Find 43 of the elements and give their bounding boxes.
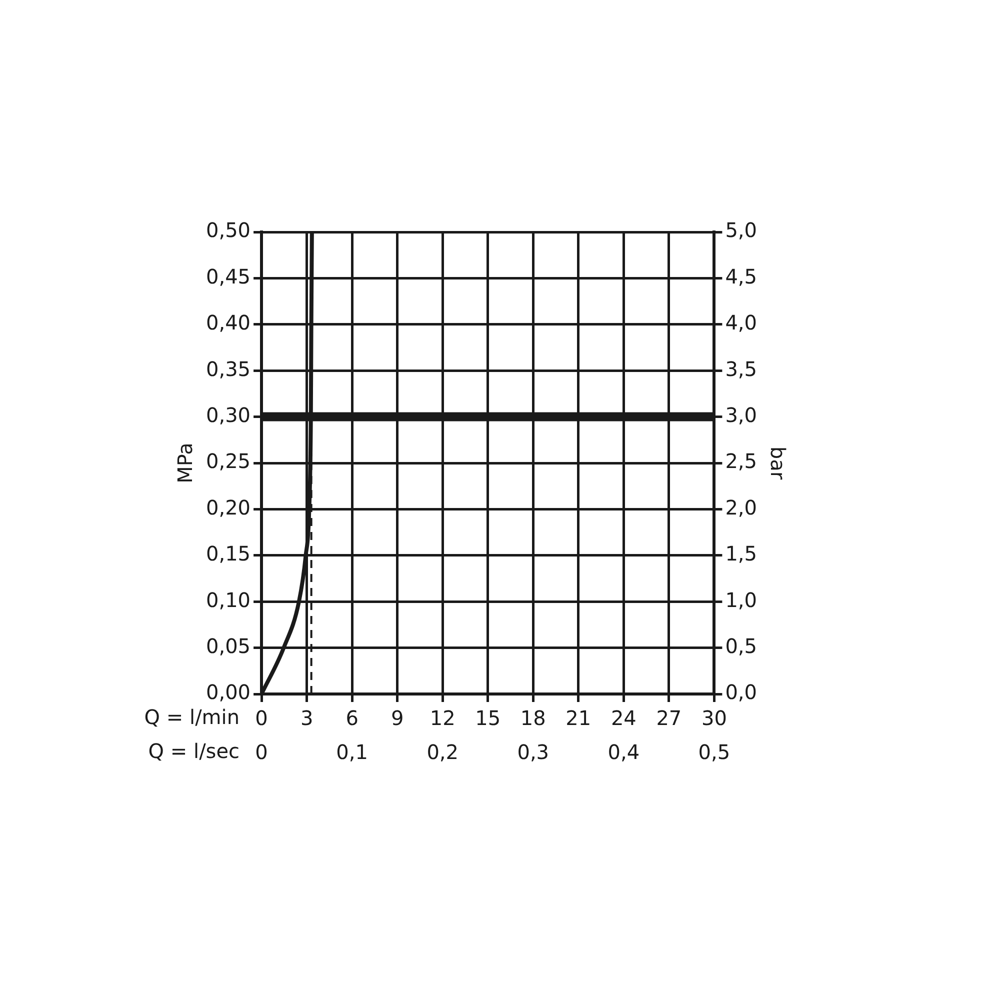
- x-tick-label: 27: [656, 706, 682, 730]
- y-tick-label: 0,10: [206, 588, 251, 612]
- y-tick-label: 0,45: [206, 264, 251, 288]
- y2-tick-label: 4,5: [725, 264, 758, 288]
- x-tick-label: 6: [346, 706, 358, 730]
- x2-axis-title: Q = l/sec: [148, 739, 240, 764]
- y2-tick-label: 0,0: [725, 680, 758, 704]
- x-tick-label: 12: [430, 706, 456, 730]
- y-tick-label: 0,05: [206, 634, 251, 658]
- y2-tick-label: 3,5: [725, 356, 758, 381]
- x2-tick-label: 0,4: [608, 740, 640, 764]
- x-tick-label: 21: [566, 706, 592, 730]
- y2-tick-label: 2,5: [725, 449, 758, 474]
- y-axis-title: MPa: [173, 442, 198, 484]
- x-axis-title: Q = l/min: [144, 705, 240, 730]
- y-tick-label: 0,20: [206, 495, 251, 520]
- x-tick-label: 15: [475, 706, 501, 730]
- y2-axis-title: bar: [766, 446, 790, 480]
- y2-tick-label: 5,0: [725, 218, 758, 242]
- x-tick-label: 0: [255, 706, 268, 730]
- y2-tick-label: 3,0: [725, 403, 758, 428]
- x2-tick-label: 0,1: [336, 740, 368, 764]
- y2-tick-label: 1,5: [725, 542, 758, 566]
- y-tick-label: 0,25: [206, 449, 251, 474]
- y-tick-label: 0,00: [206, 680, 251, 704]
- x-tick-label: 9: [390, 706, 404, 730]
- y-tick-label: 0,40: [206, 310, 251, 335]
- y2-tick-label: 4,0: [725, 310, 758, 335]
- x2-tick-label: 0,5: [698, 740, 730, 764]
- x-tick-label: 24: [610, 706, 636, 730]
- x2-tick-label: 0,2: [426, 740, 458, 764]
- x2-tick-label: 0,3: [517, 740, 550, 764]
- x-tick-label: 3: [300, 706, 314, 730]
- x2-tick-label: 0: [255, 740, 268, 764]
- y-tick-label: 0,35: [206, 356, 251, 381]
- y-tick-label: 0,30: [206, 403, 251, 428]
- x-tick-label: 30: [701, 706, 727, 730]
- y-tick-label: 0,50: [206, 218, 251, 242]
- y2-tick-label: 0,5: [725, 634, 758, 658]
- y2-tick-label: 2,0: [725, 495, 758, 520]
- x-tick-label: 18: [520, 706, 546, 730]
- y-tick-label: 0,15: [206, 542, 251, 566]
- y2-tick-label: 1,0: [725, 588, 758, 612]
